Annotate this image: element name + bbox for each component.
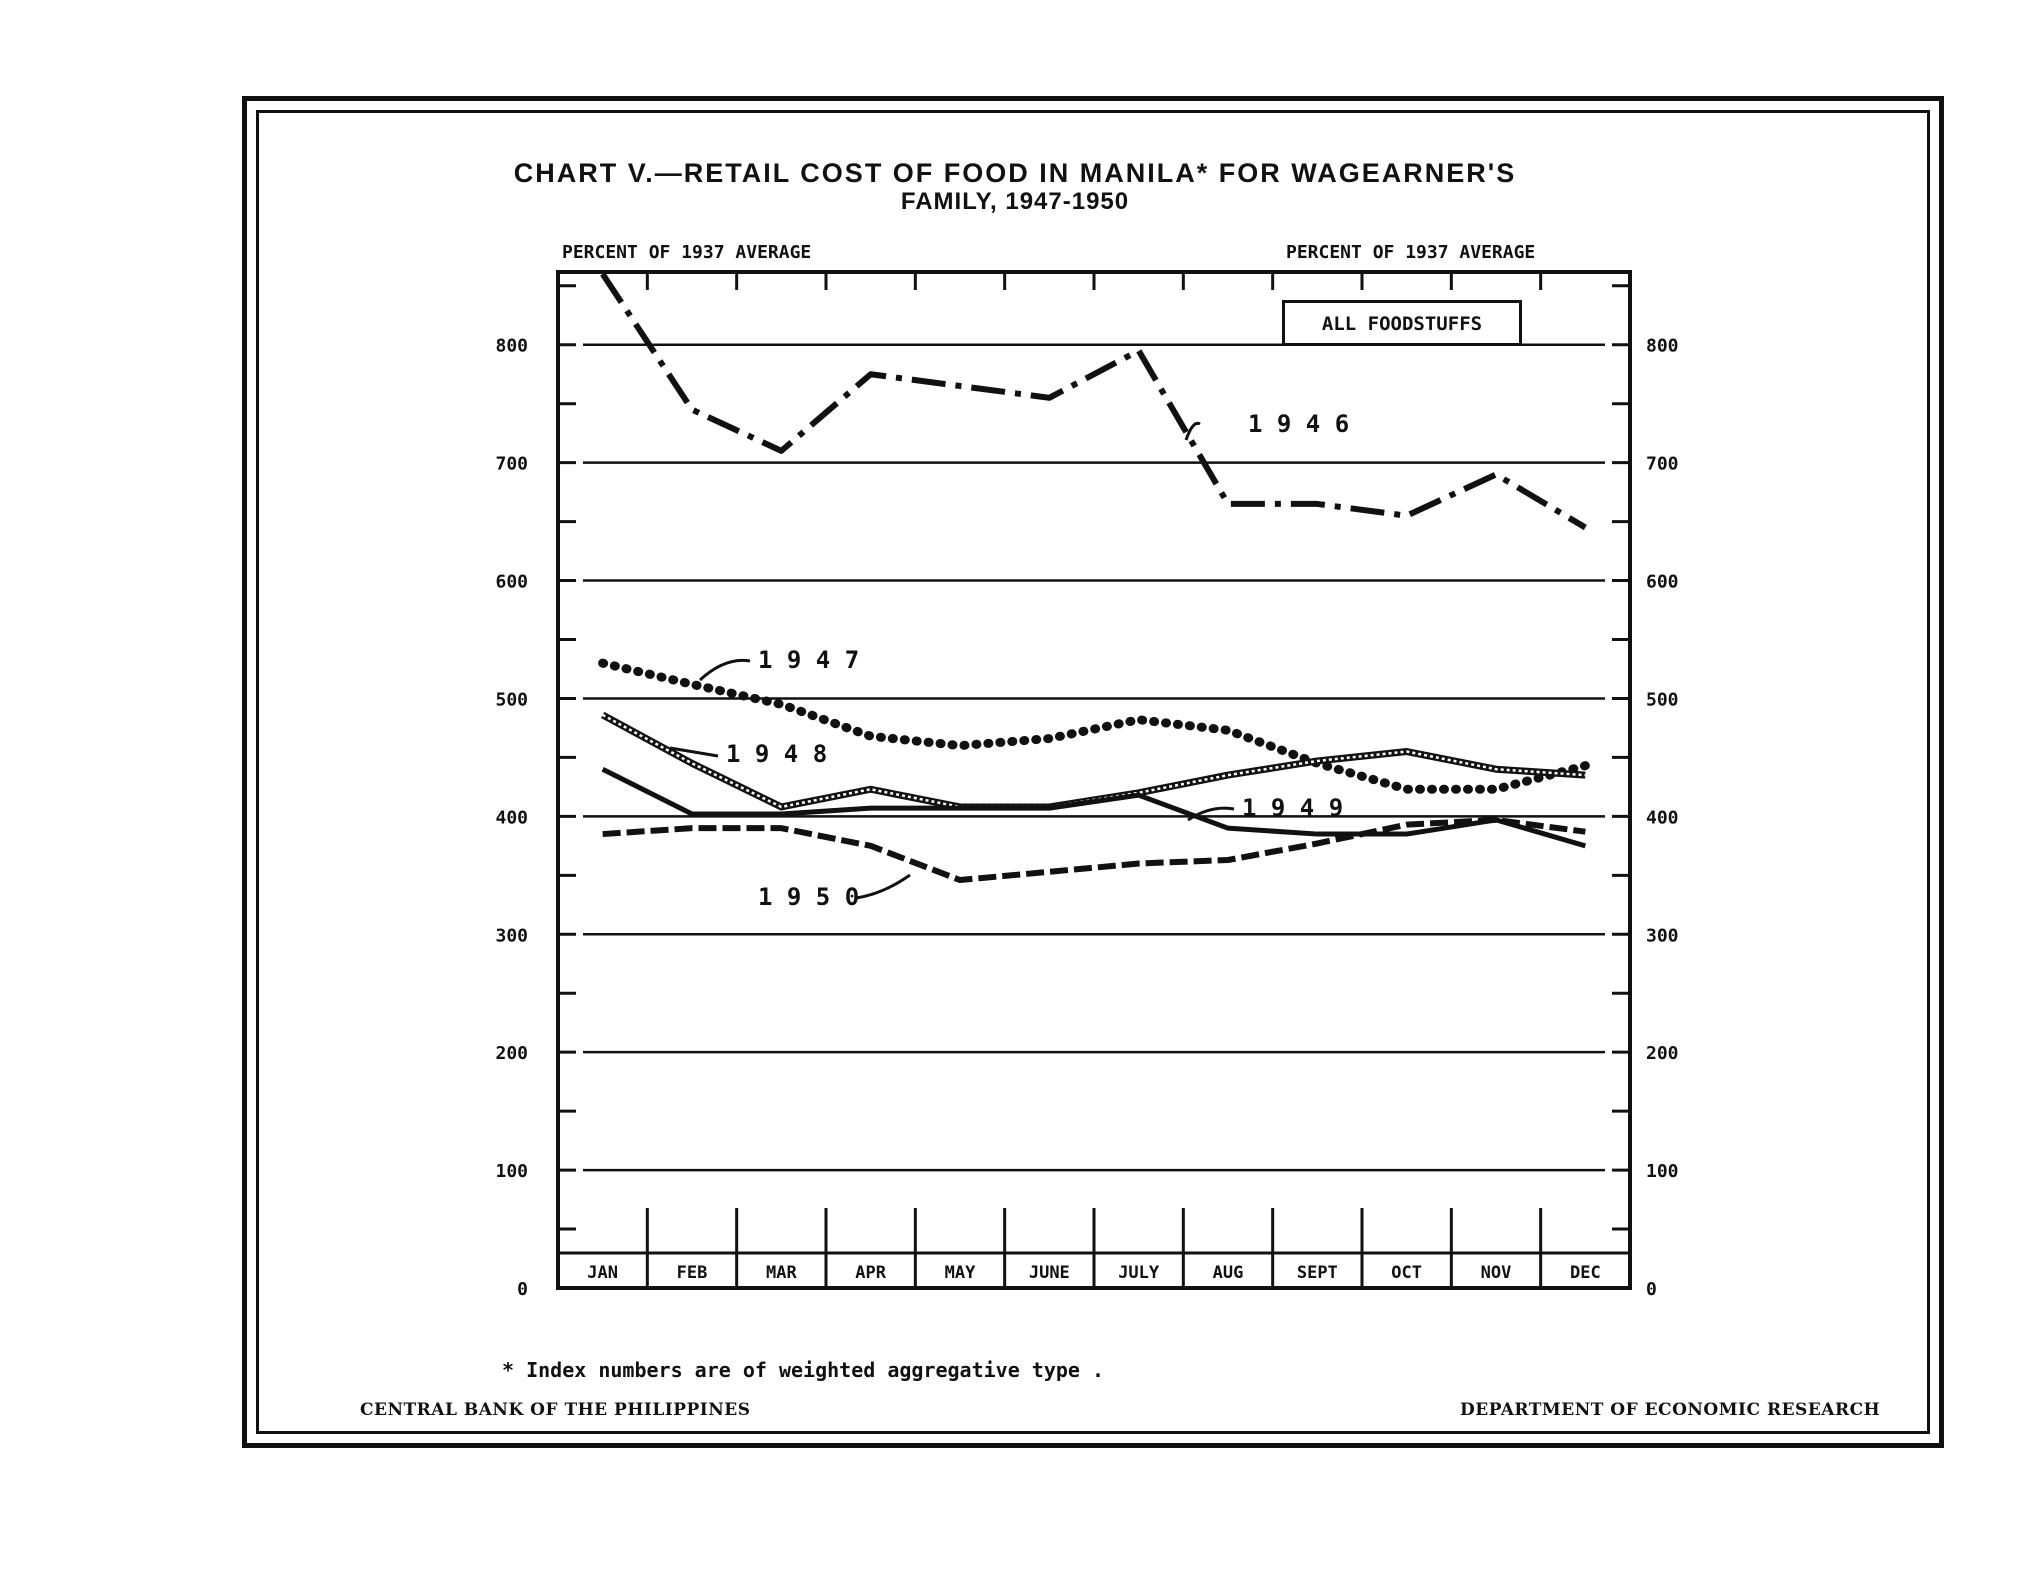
- y-tick-label-right: 800: [1646, 336, 1679, 357]
- credit-right: DEPARTMENT OF ECONOMIC RESEARCH: [1460, 1400, 1881, 1420]
- series-label-1947: 1 9 4 7: [758, 646, 859, 674]
- series-line-1949: [601, 766, 1587, 849]
- x-tick-label: MAY: [945, 1263, 976, 1283]
- legend-label: ALL FOODSTUFFS: [1321, 313, 1483, 335]
- credit-left: CENTRAL BANK OF THE PHILIPPINES: [360, 1400, 751, 1420]
- series-label-1950: 1 9 5 0: [758, 883, 859, 911]
- x-tick-label: MAR: [766, 1263, 797, 1283]
- x-tick-label: NOV: [1481, 1263, 1512, 1283]
- left-axis-caption: PERCENT OF 1937 AVERAGE: [562, 242, 812, 263]
- footnote: * Index numbers are of weighted aggregat…: [502, 1358, 1105, 1382]
- series-label-1949: 1 9 4 9: [1242, 794, 1343, 822]
- x-tick-label: DEC: [1570, 1263, 1601, 1283]
- inner-frame: [256, 110, 1930, 1434]
- x-tick-label: FEB: [677, 1263, 708, 1283]
- x-tick-label: OCT: [1391, 1263, 1422, 1283]
- legend-box: ALL FOODSTUFFS: [1282, 300, 1522, 346]
- y-tick-label-left: 600: [495, 572, 528, 593]
- y-tick-label-right: 100: [1646, 1161, 1679, 1182]
- y-tick-label-right: 600: [1646, 572, 1679, 593]
- x-tick-label: SEPT: [1297, 1263, 1338, 1283]
- series-label-pointer-1948: [669, 746, 719, 758]
- y-tick-label-right: 0: [1646, 1279, 1657, 1300]
- y-tick-label-left: 500: [495, 689, 528, 710]
- y-tick-label-left: 200: [495, 1043, 528, 1064]
- x-tick-label: JAN: [587, 1263, 618, 1283]
- series-label-1946: 1 9 4 6: [1248, 410, 1349, 438]
- series-label-pointer-1947: [698, 658, 751, 682]
- series-line-1950: [602, 816, 1586, 884]
- y-tick-label-left: 700: [495, 454, 528, 475]
- y-tick-label-right: 500: [1646, 689, 1679, 710]
- right-axis-caption: PERCENT OF 1937 AVERAGE: [1286, 242, 1536, 263]
- y-tick-label-right: 700: [1646, 454, 1679, 475]
- x-tick-label: AUG: [1213, 1263, 1244, 1283]
- y-tick-label-right: 300: [1646, 925, 1679, 946]
- y-tick-label-left: 300: [495, 925, 528, 946]
- x-tick-label: JULY: [1118, 1263, 1160, 1283]
- series-line-1946: [600, 272, 1587, 531]
- y-tick-label-left: 800: [495, 336, 528, 357]
- x-tick-label: APR: [855, 1263, 886, 1283]
- y-tick-label-right: 200: [1646, 1043, 1679, 1064]
- series-label-pointer-1950: [855, 873, 911, 900]
- y-tick-label-left: 100: [495, 1161, 528, 1182]
- x-tick-label: JUNE: [1029, 1263, 1070, 1283]
- y-tick-label-right: 400: [1646, 807, 1679, 828]
- series-label-pointer-1946: [1184, 421, 1201, 441]
- outer-frame: [242, 96, 1944, 1448]
- series-line-1947: [598, 658, 1590, 794]
- y-tick-label-left: 0: [517, 1279, 528, 1300]
- chart-title: CHART V.—RETAIL COST OF FOOD IN MANILA* …: [513, 158, 1517, 188]
- chart-subtitle: FAMILY, 1947-1950: [900, 188, 1130, 215]
- series-label-pointer-1949: [1187, 806, 1235, 822]
- y-tick-label-left: 400: [495, 807, 528, 828]
- series-label-1948: 1 9 4 8: [726, 740, 827, 768]
